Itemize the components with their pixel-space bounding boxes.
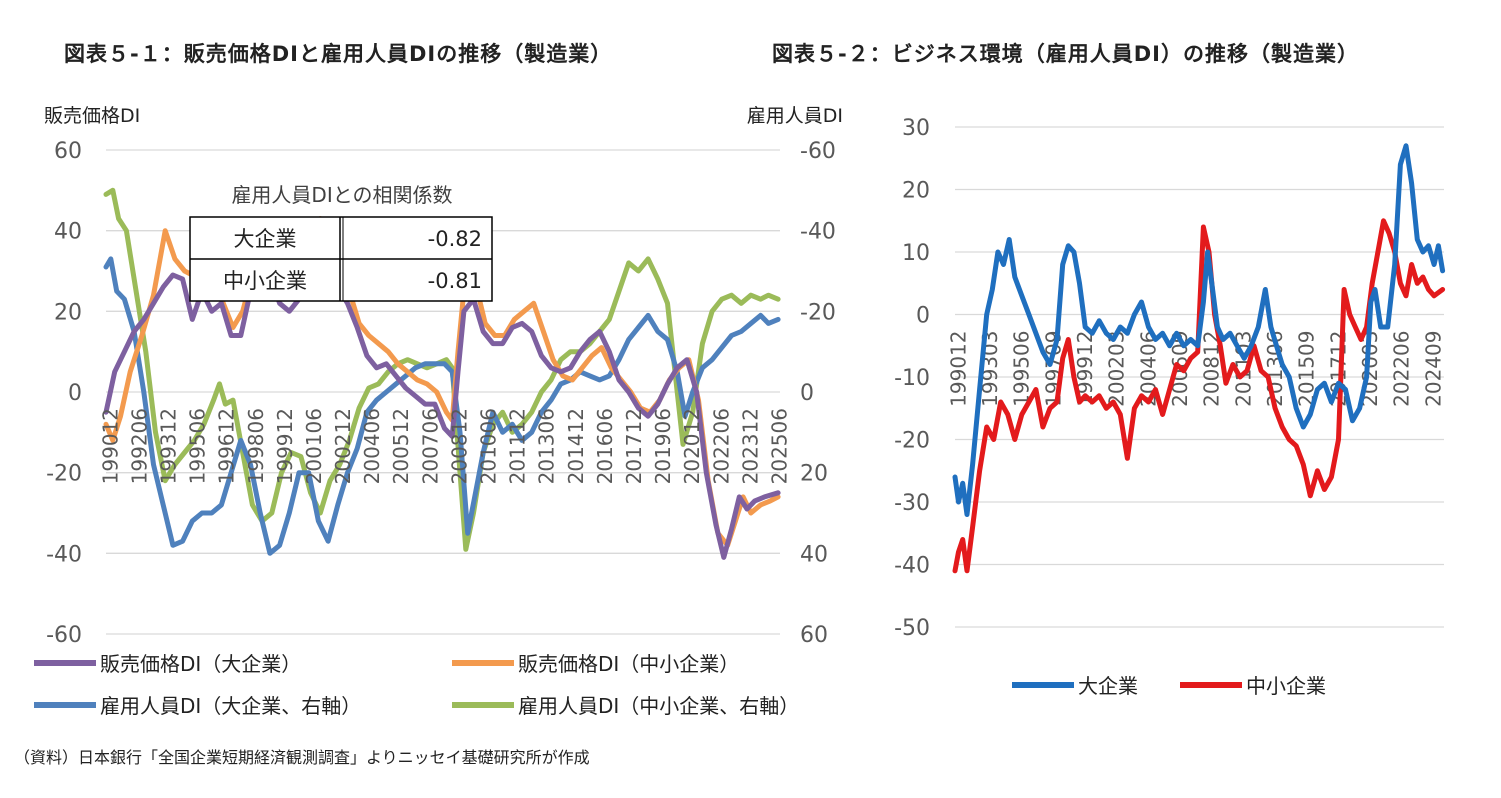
corr-table-value: -0.82	[428, 227, 482, 251]
left-xtick-label: 202206	[709, 408, 733, 484]
legend-label: 雇用人員DI（大企業、右軸）	[100, 694, 361, 718]
env-ytick-label: 20	[902, 179, 930, 204]
legend-label: 販売価格DI（大企業）	[100, 652, 301, 676]
right-ytick-label: 40	[800, 542, 828, 567]
left-xtick-label: 201712	[622, 408, 646, 484]
legend-label: 雇用人員DI（中小企業、右軸）	[518, 694, 799, 718]
corr-table-value: -0.81	[428, 269, 482, 293]
corr-table-label: 大企業	[234, 227, 297, 251]
legend-label: 販売価格DI（中小企業）	[518, 652, 739, 676]
env-ytick-label: 10	[902, 241, 930, 266]
series-line-2	[103, 256, 781, 556]
left-xtick-label: 199912	[273, 408, 297, 484]
left-xtick-label: 201906	[651, 408, 675, 484]
left-xtick-label: 199506	[186, 408, 210, 484]
env-xtick-label: 199012	[946, 331, 970, 407]
left-ytick-label: -60	[46, 623, 82, 648]
left-xtick-label: 199206	[127, 408, 151, 484]
source-note: （資料）日本銀行「全国企業短期経済観測調査」よりニッセイ基礎研究所が作成	[14, 748, 590, 767]
env-xtick-label: 202206	[1390, 331, 1414, 407]
series-line-0	[103, 244, 781, 560]
left-xtick-label: 202312	[738, 408, 762, 484]
env-legend-label: 中小企業	[1246, 674, 1326, 698]
left-xtick-label: 199312	[156, 408, 180, 484]
right-axis-title: 雇用人員DI	[747, 105, 843, 127]
env-legend-label: 大企業	[1078, 674, 1138, 698]
right-ytick-label: 0	[800, 381, 814, 406]
right-chart-title: 図表５-２：ビジネス環境（雇用人員DI）の推移（製造業）	[772, 42, 1359, 66]
right-ytick-label: 20	[800, 462, 828, 487]
corr-table-label: 中小企業	[223, 269, 307, 293]
env-ytick-label: -20	[894, 429, 930, 454]
left-ytick-label: 40	[54, 220, 82, 245]
env-ytick-label: -50	[894, 616, 930, 641]
left-xtick-label: 200212	[331, 408, 355, 484]
env-ytick-label: -10	[894, 366, 930, 391]
right-ytick-label: -20	[800, 300, 836, 325]
env-xtick-label: 200203	[1105, 331, 1129, 407]
left-ytick-label: 20	[54, 300, 82, 325]
right-ytick-label: -40	[800, 220, 836, 245]
env-series-line-0	[952, 143, 1446, 517]
left-axis-title: 販売価格DI	[44, 105, 140, 127]
env-ytick-label: -30	[894, 491, 930, 516]
left-ytick-label: 0	[68, 381, 82, 406]
corr-table-title: 雇用人員DIとの相関係数	[231, 183, 452, 207]
left-xtick-label: 201112	[506, 408, 530, 484]
env-xtick-label: 202409	[1421, 331, 1445, 407]
left-xtick-label: 200512	[389, 408, 413, 484]
left-xtick-label: 202506	[767, 408, 791, 484]
left-chart-title: 図表５-１：販売価格DIと雇用人員DIの推移（製造業）	[64, 42, 613, 66]
left-ytick-label: -40	[46, 542, 82, 567]
left-xtick-label: 201606	[593, 408, 617, 484]
left-xtick-label: 200812	[447, 408, 471, 484]
right-ytick-label: -60	[800, 139, 836, 164]
env-ytick-label: 0	[916, 304, 930, 329]
left-xtick-label: 201306	[535, 408, 559, 484]
left-xtick-label: 201006	[477, 408, 501, 484]
left-xtick-label: 201412	[564, 408, 588, 484]
left-ytick-label: -20	[46, 462, 82, 487]
left-xtick-label: 199806	[244, 408, 268, 484]
left-xtick-label: 200706	[418, 408, 442, 484]
right-ytick-label: 60	[800, 623, 828, 648]
left-xtick-label: 200106	[302, 408, 326, 484]
left-xtick-label: 199012	[98, 408, 122, 484]
left-ytick-label: 60	[54, 139, 82, 164]
env-xtick-label: 199506	[1010, 331, 1034, 407]
left-xtick-label: 200406	[360, 408, 384, 484]
env-ytick-label: 30	[902, 116, 930, 141]
left-xtick-label: 199612	[215, 408, 239, 484]
env-ytick-label: -40	[894, 554, 930, 579]
left-xtick-label: 202012	[680, 408, 704, 484]
